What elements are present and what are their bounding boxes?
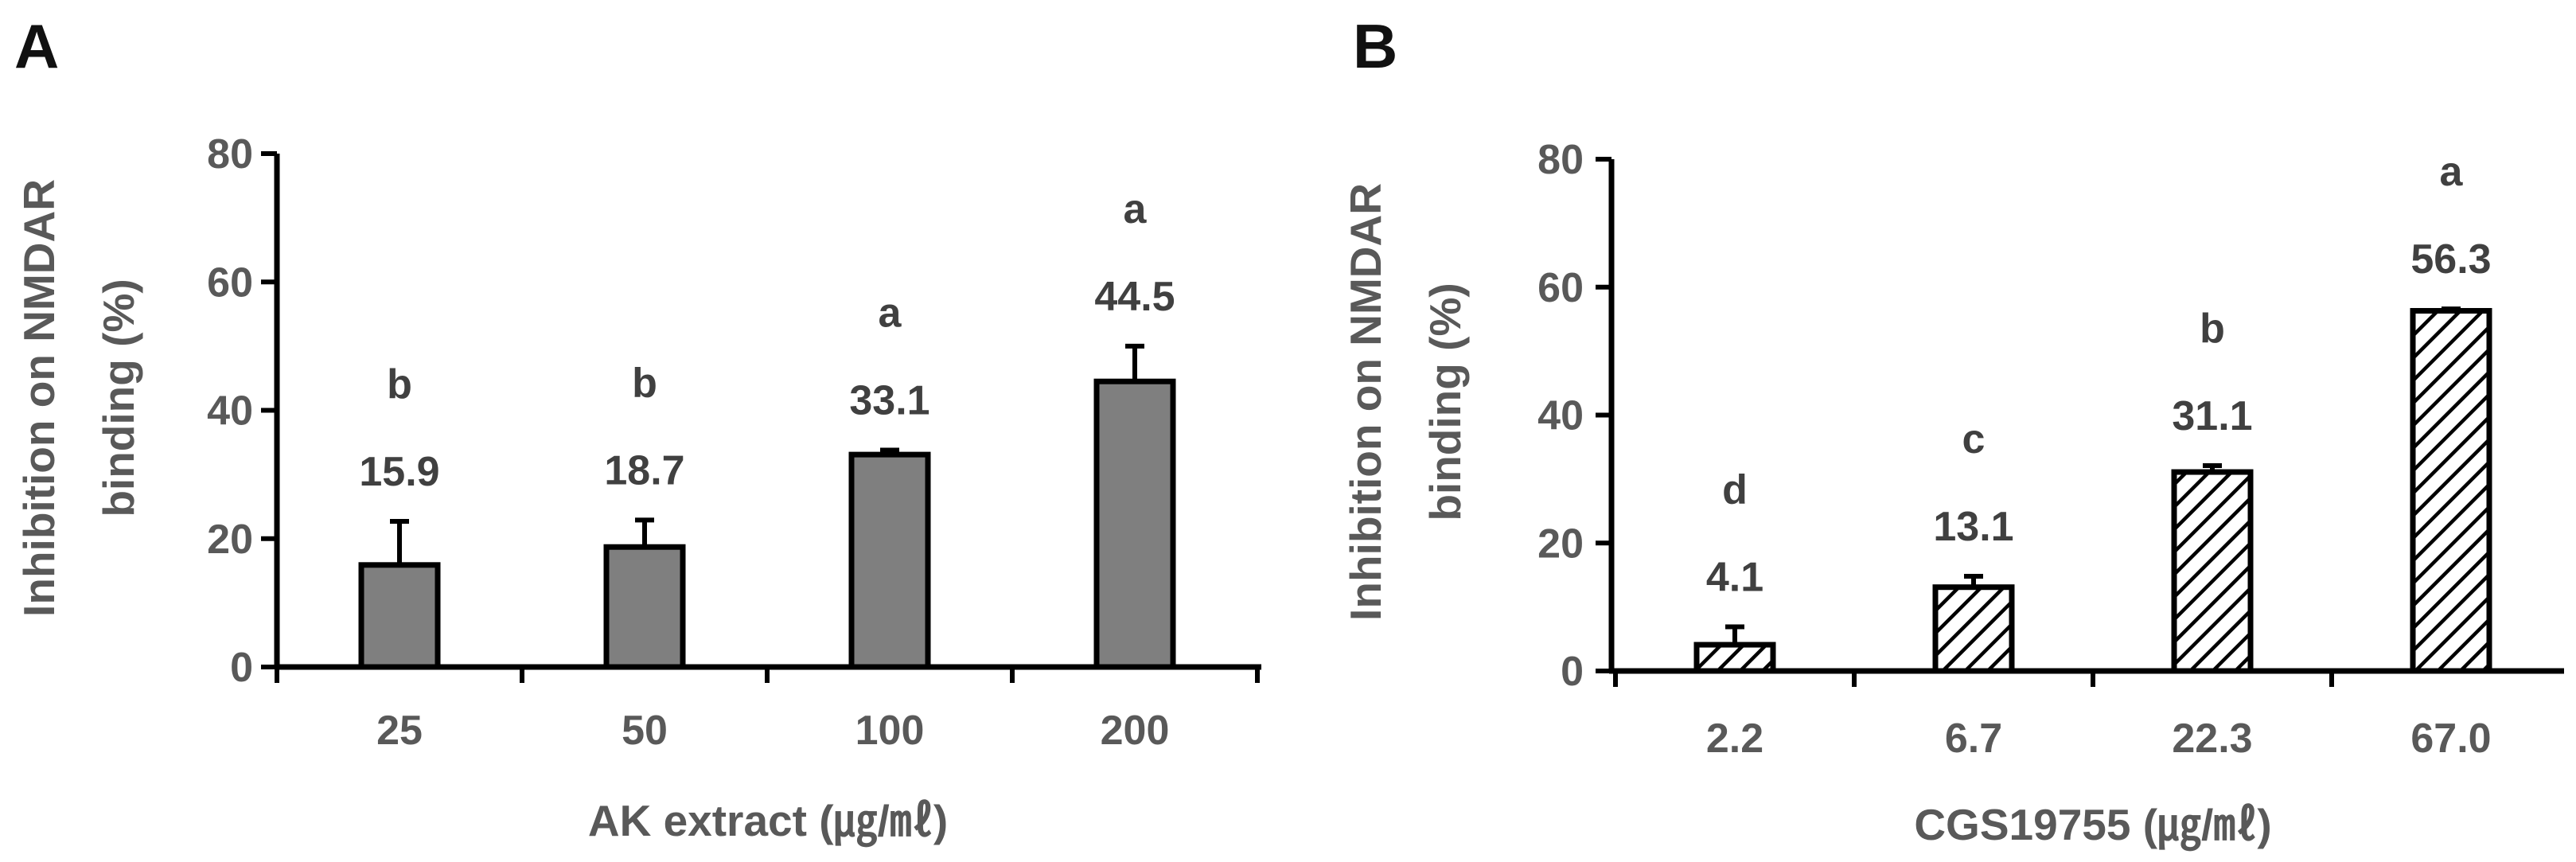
panel-b-value-label: 13.1	[1933, 504, 2013, 550]
panel-b-significance-letter: b	[2200, 306, 2225, 352]
panel-a-marks: 15.9 b 25 18.7 b 50 33.1 a 100 44.5 a 200	[358, 186, 1176, 754]
panel-b-bar	[1932, 584, 2015, 674]
panel-b-x-tick-label: 2.2	[1706, 716, 1763, 762]
panel-b-y-tick-label: 80	[1537, 137, 1584, 183]
panel-a-x-tick-label: 100	[855, 708, 925, 754]
panel-b-x-tick-label: 22.3	[2172, 716, 2252, 762]
panel-b-x-tick-label: 6.7	[1945, 716, 2002, 762]
panel-b-significance-letter: d	[1722, 467, 1748, 513]
panel-b-significance-letter: a	[2440, 149, 2464, 195]
panel-a-bar	[1093, 378, 1176, 670]
panel-b-y-tick-label: 40	[1537, 393, 1584, 439]
panel-a-value-label: 15.9	[359, 449, 439, 495]
panel-a-x-tick-label: 200	[1101, 708, 1170, 754]
panel-b-x-axis-title: CGS19755 (㎍/㎖)	[1914, 800, 2271, 852]
panel-b-y-tick-label: 0	[1561, 649, 1584, 695]
panel-a-bar	[848, 451, 931, 670]
panel-a-y-tick-label: 80	[207, 131, 253, 177]
panel-a-x-tick-label: 25	[376, 708, 423, 754]
panel-a-value-label: 18.7	[604, 447, 684, 493]
panel-b-y-axis-title-line1: Inhibition on NMDAR	[1341, 183, 1390, 621]
panel-a-significance-letter: b	[387, 361, 412, 408]
panel-b-chart: B Inhibition on NMDAR binding (%) CGS197…	[1341, 11, 2564, 852]
panel-a-significance-letter: a	[879, 290, 902, 336]
panel-a-y-axis-title-line1: Inhibition on NMDAR	[14, 179, 64, 617]
panel-b-value-label: 31.1	[2172, 393, 2252, 439]
panel-b-x-tick-label: 67.0	[2410, 716, 2491, 762]
panel-a-y-tick-label: 20	[207, 517, 253, 563]
panel-a-chart: A Inhibition on NMDAR binding (%) AK ext…	[14, 11, 1261, 848]
panel-a-y-tick-label: 0	[230, 645, 253, 691]
panel-b-value-label: 56.3	[2410, 236, 2491, 283]
panel-a-significance-letter: b	[632, 360, 657, 406]
panel-b-y-axis-title-line2: binding (%)	[1421, 283, 1470, 521]
panel-a-letter: A	[14, 11, 59, 81]
panel-b-axes: 0 20 40 60 80	[1537, 137, 2564, 695]
panel-a-bar	[603, 544, 686, 670]
panel-b-bar	[2410, 307, 2492, 674]
panel-a-value-label: 44.5	[1094, 274, 1175, 320]
panel-b-y-tick-label: 60	[1537, 265, 1584, 311]
panel-a-value-label: 33.1	[849, 377, 929, 423]
panel-b-bar	[2171, 469, 2254, 674]
panel-b-value-label: 4.1	[1706, 555, 1763, 601]
panel-b-marks: 4.1 d 2.2 13.1 c 6.7 31.1 b 22.3 56.3 a 67.0	[1693, 149, 2492, 762]
panel-a-x-tick-label: 50	[622, 708, 668, 754]
panel-a-significance-letter: a	[1124, 186, 1148, 232]
panel-a-bar	[358, 562, 441, 670]
panel-b-y-tick-label: 20	[1537, 521, 1584, 567]
panel-b-bar	[1693, 642, 1776, 674]
panel-a-x-axis-title: AK extract (㎍/㎖)	[588, 796, 948, 848]
panel-a-y-tick-label: 60	[207, 259, 253, 306]
panel-b-significance-letter: c	[1962, 416, 1986, 462]
panel-b-letter: B	[1353, 11, 1397, 81]
panel-a-y-tick-label: 40	[207, 388, 253, 435]
panel-a-y-axis-title-line2: binding (%)	[94, 279, 143, 517]
